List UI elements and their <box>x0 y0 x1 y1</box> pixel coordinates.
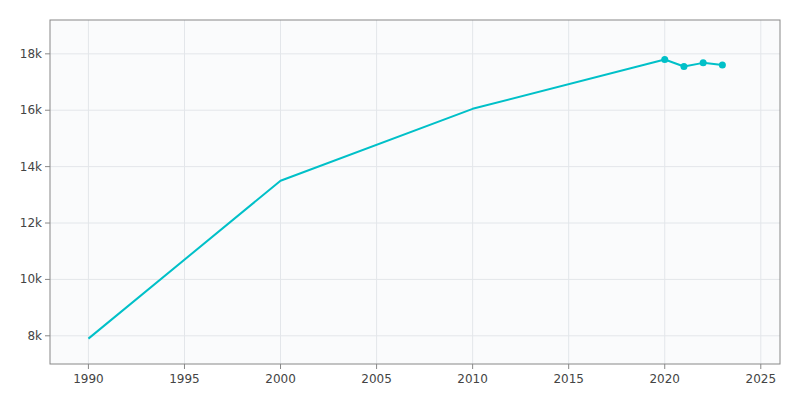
x-tick-label: 2005 <box>361 372 392 386</box>
chart-svg: 8k 10k 12k 14k 16k 18k 1990 1995 2000 2005 2010 201… <box>0 0 800 400</box>
x-grid-line <box>664 20 665 364</box>
y-tick-label: 16k <box>20 103 42 117</box>
y-grid-line <box>50 53 780 54</box>
x-tick-label: 2000 <box>265 372 296 386</box>
y-tick-label: 18k <box>20 47 42 61</box>
x-tick <box>568 364 569 369</box>
x-tick-label: 1990 <box>73 372 104 386</box>
y-tick <box>45 110 50 111</box>
x-tick <box>88 364 89 369</box>
x-tick <box>184 364 185 369</box>
y-tick-label: 14k <box>20 160 42 174</box>
data-layer <box>88 56 725 339</box>
plot-background <box>50 20 780 364</box>
y-tick <box>45 279 50 280</box>
y-tick <box>45 335 50 336</box>
y-grid-line <box>50 110 780 111</box>
x-tick-label: 1995 <box>169 372 200 386</box>
x-grid-line <box>472 20 473 364</box>
x-tick <box>472 364 473 369</box>
y-tick-label: 12k <box>20 216 42 230</box>
y-tick-label: 8k <box>27 329 42 343</box>
chart-container: 8k 10k 12k 14k 16k 18k 1990 1995 2000 2005 2010 201… <box>0 0 800 400</box>
marker <box>719 62 726 69</box>
x-grid-line <box>376 20 377 364</box>
x-tick <box>376 364 377 369</box>
x-grid-line <box>760 20 761 364</box>
marker <box>661 56 668 63</box>
x-tick-label: 2010 <box>457 372 488 386</box>
x-grid-line <box>88 20 89 364</box>
line <box>88 59 722 338</box>
y-tick-label: 10k <box>20 272 42 286</box>
y-tick <box>45 166 50 167</box>
plot-frame <box>50 20 780 364</box>
grid <box>50 20 780 364</box>
y-tick <box>45 53 50 54</box>
y-grid-line <box>50 166 780 167</box>
x-grid-line <box>184 20 185 364</box>
axes: 8k 10k 12k 14k 16k 18k 1990 1995 2000 2005 2010 201… <box>20 20 780 386</box>
y-grid-line <box>50 223 780 224</box>
y-grid-line <box>50 335 780 336</box>
x-grid-line <box>568 20 569 364</box>
x-tick <box>280 364 281 369</box>
marker <box>700 59 707 66</box>
x-tick-label: 2015 <box>553 372 584 386</box>
y-tick <box>45 223 50 224</box>
x-tick <box>760 364 761 369</box>
marker <box>680 63 687 70</box>
x-grid-line <box>280 20 281 364</box>
x-tick-label: 2020 <box>649 372 680 386</box>
x-tick <box>664 364 665 369</box>
x-tick-label: 2025 <box>746 372 777 386</box>
